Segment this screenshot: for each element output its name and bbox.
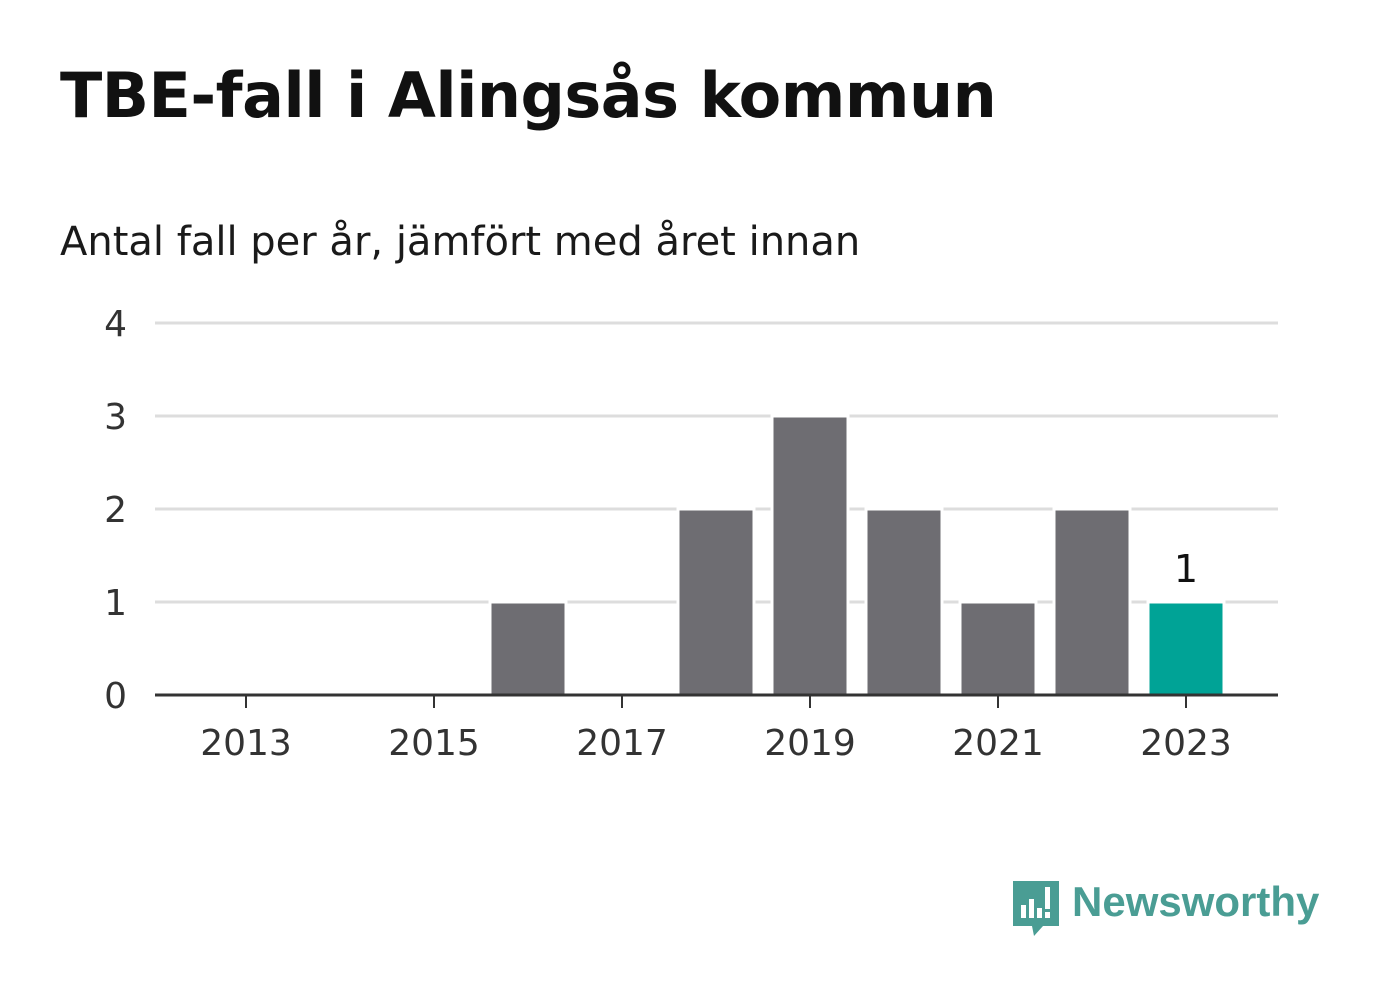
x-tick-label: 2015	[388, 723, 480, 764]
chart-title: TBE-fall i Alingsås kommun	[60, 59, 997, 132]
y-tick-label: 1	[104, 583, 127, 624]
x-tick-label: 2013	[200, 723, 292, 764]
x-axis-ticks: 2013 2015 2017 2019 2021 2023	[200, 695, 1232, 764]
y-tick-label: 3	[104, 397, 127, 438]
data-labels: 1	[1174, 547, 1198, 591]
y-tick-label: 4	[104, 304, 127, 345]
data-label-2023: 1	[1174, 547, 1198, 591]
x-tick-label: 2023	[1140, 723, 1232, 764]
bar-2016	[488, 600, 568, 697]
x-tick-label: 2019	[764, 723, 856, 764]
brand-name: Newsworthy	[1072, 878, 1320, 925]
bar-2019	[770, 414, 850, 697]
y-tick-label: 2	[104, 490, 127, 531]
bars	[488, 414, 1226, 697]
bar-2022	[1052, 507, 1132, 697]
y-tick-label: 0	[104, 676, 127, 717]
bar-2020	[864, 507, 944, 697]
bar-chart: 0 1 2 3 4 2013 2015 2017 2019 2021 2023 1	[104, 304, 1278, 764]
bar-chart-speech-bubble-icon	[1013, 881, 1059, 936]
x-tick-label: 2017	[576, 723, 668, 764]
x-tick-label: 2021	[952, 723, 1044, 764]
bar-2021	[958, 600, 1038, 697]
bar-2023	[1146, 600, 1226, 697]
bar-2018	[676, 507, 756, 697]
chart-subtitle: Antal fall per år, jämfört med året inna…	[60, 219, 861, 265]
newsworthy-logo: Newsworthy	[1010, 878, 1319, 940]
y-axis-ticks: 0 1 2 3 4	[104, 304, 127, 717]
